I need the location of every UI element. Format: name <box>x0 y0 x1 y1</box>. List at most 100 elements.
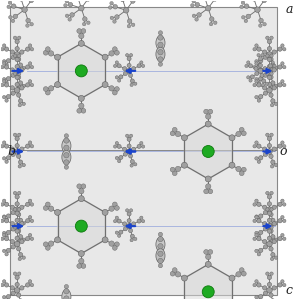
Circle shape <box>1 145 4 148</box>
Circle shape <box>190 4 194 7</box>
Circle shape <box>17 54 21 57</box>
Circle shape <box>6 76 10 81</box>
Circle shape <box>182 135 188 141</box>
Circle shape <box>77 28 82 33</box>
Circle shape <box>255 215 258 219</box>
Circle shape <box>255 71 259 76</box>
Circle shape <box>119 155 123 160</box>
Circle shape <box>5 253 8 256</box>
Circle shape <box>79 5 84 11</box>
Circle shape <box>253 237 256 241</box>
Circle shape <box>2 60 6 63</box>
Circle shape <box>130 234 134 238</box>
Circle shape <box>269 212 273 217</box>
Circle shape <box>130 0 135 3</box>
Circle shape <box>281 199 284 203</box>
Circle shape <box>2 296 6 299</box>
Circle shape <box>255 141 258 144</box>
Circle shape <box>16 154 21 158</box>
Circle shape <box>4 144 9 148</box>
Circle shape <box>268 64 272 68</box>
Circle shape <box>79 33 84 39</box>
Circle shape <box>14 287 20 293</box>
Circle shape <box>255 60 258 63</box>
Circle shape <box>86 0 90 1</box>
Circle shape <box>115 141 118 145</box>
Circle shape <box>5 81 8 84</box>
Circle shape <box>158 50 163 55</box>
Circle shape <box>13 208 17 211</box>
Circle shape <box>78 95 84 101</box>
Circle shape <box>213 0 217 1</box>
Circle shape <box>263 55 268 59</box>
Circle shape <box>64 134 68 138</box>
Circle shape <box>137 144 141 148</box>
Circle shape <box>79 188 84 194</box>
Circle shape <box>82 22 86 26</box>
Circle shape <box>255 280 258 283</box>
Circle shape <box>81 28 86 33</box>
Circle shape <box>172 171 177 175</box>
Circle shape <box>281 80 284 83</box>
Circle shape <box>255 44 258 47</box>
Circle shape <box>16 93 21 97</box>
Circle shape <box>102 209 108 215</box>
Circle shape <box>64 296 69 300</box>
Circle shape <box>259 76 263 81</box>
Circle shape <box>245 64 248 68</box>
Circle shape <box>26 83 30 87</box>
Circle shape <box>259 230 263 235</box>
Circle shape <box>1 65 4 69</box>
Circle shape <box>19 0 23 1</box>
Circle shape <box>6 58 10 63</box>
Text: a: a <box>286 3 293 16</box>
Circle shape <box>15 275 19 280</box>
Circle shape <box>262 239 267 244</box>
Circle shape <box>140 61 143 64</box>
Circle shape <box>15 211 19 215</box>
Circle shape <box>13 133 17 136</box>
Circle shape <box>137 219 141 223</box>
Circle shape <box>274 238 278 242</box>
Circle shape <box>246 14 250 19</box>
Circle shape <box>20 205 24 209</box>
Circle shape <box>137 64 141 68</box>
Circle shape <box>274 256 278 259</box>
Circle shape <box>182 275 188 281</box>
Circle shape <box>236 272 241 277</box>
Circle shape <box>283 203 286 206</box>
Circle shape <box>123 71 128 76</box>
Circle shape <box>134 163 137 166</box>
Circle shape <box>18 239 22 243</box>
Circle shape <box>17 272 21 275</box>
Circle shape <box>269 57 273 61</box>
Circle shape <box>28 62 32 65</box>
Circle shape <box>10 205 14 209</box>
Circle shape <box>15 46 19 51</box>
Circle shape <box>208 109 213 114</box>
Circle shape <box>77 108 82 113</box>
Circle shape <box>248 64 253 68</box>
Circle shape <box>259 57 262 61</box>
Circle shape <box>262 286 267 290</box>
Circle shape <box>158 42 163 47</box>
Circle shape <box>267 211 272 215</box>
Circle shape <box>262 50 267 54</box>
Circle shape <box>253 219 256 223</box>
Circle shape <box>206 184 211 189</box>
Circle shape <box>270 226 273 229</box>
Circle shape <box>30 219 34 223</box>
Circle shape <box>272 286 276 290</box>
Circle shape <box>125 134 129 137</box>
Circle shape <box>118 234 121 237</box>
Circle shape <box>119 230 123 234</box>
Circle shape <box>142 220 145 223</box>
Circle shape <box>123 227 128 231</box>
Circle shape <box>7 5 10 9</box>
Circle shape <box>1 284 4 287</box>
Circle shape <box>26 18 30 23</box>
Circle shape <box>236 131 241 137</box>
Circle shape <box>192 14 196 18</box>
Circle shape <box>16 75 21 79</box>
Circle shape <box>10 147 14 151</box>
